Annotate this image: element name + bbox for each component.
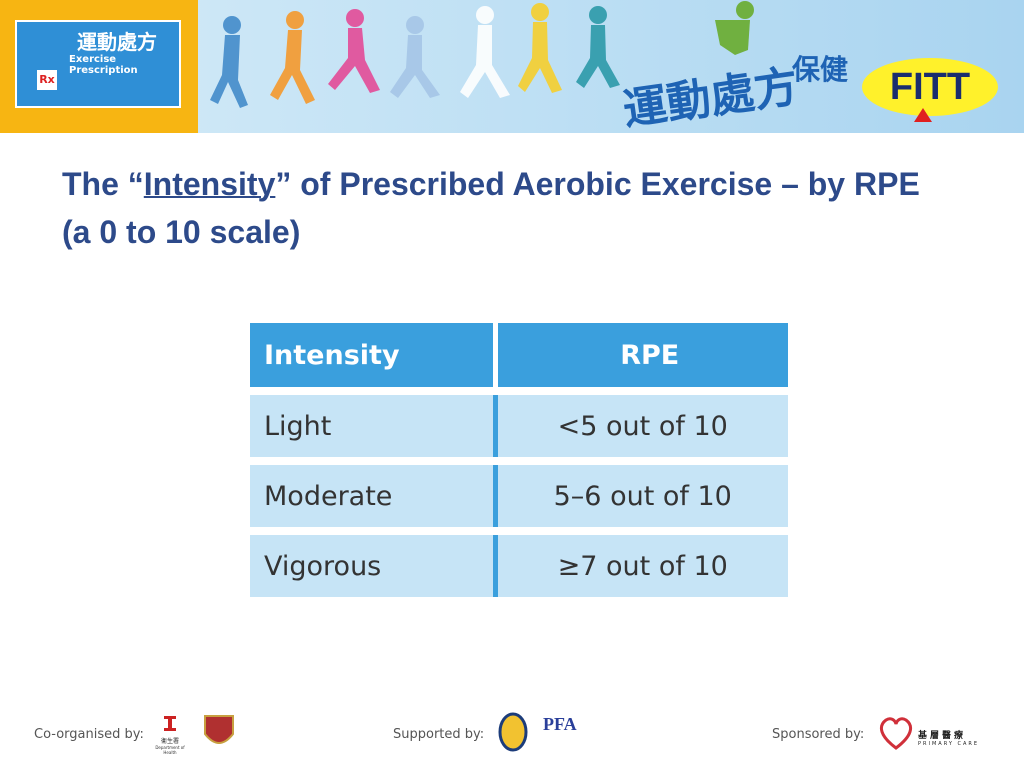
doh-logo: 衞生署 Department of Health <box>150 714 190 755</box>
co-organised-label: Co-organised by: <box>34 727 144 742</box>
doh-cn: 衞生署 <box>160 738 179 745</box>
pc-en: PRIMARY CARE <box>918 741 980 747</box>
table-row: Moderate 5–6 out of 10 <box>250 457 788 531</box>
logo: 運動處方 Exercise Prescription Rx <box>0 0 198 133</box>
column-header: Intensity <box>250 323 496 391</box>
badge-arrow <box>914 108 932 122</box>
table-body: Light <5 out of 10 Moderate 5–6 out of 10 Vi… <box>250 387 788 597</box>
doh-icon <box>164 716 176 731</box>
logo-rx: Rx <box>37 70 57 90</box>
logo-panel: 運動處方 Exercise Prescription Rx <box>15 20 181 108</box>
rpe-cell: 5–6 out of 10 <box>493 457 788 531</box>
doh-en: Department of Health <box>155 745 185 755</box>
intensity-cell: Moderate <box>250 457 496 531</box>
sponsored-label: Sponsored by: <box>772 727 865 742</box>
pfa-logo: PFA <box>543 714 577 734</box>
title-text: ” of Prescribed Aerobic Exercise – by RP… <box>62 166 920 250</box>
column-header: RPE <box>493 323 788 391</box>
rpe-cell: ≥7 out of 10 <box>493 527 788 597</box>
logo-subtitle: Exercise Prescription <box>69 54 138 76</box>
crest <box>204 715 234 744</box>
runner-art <box>210 1 754 108</box>
banner-subtitle: 保健 <box>792 53 849 86</box>
pc-cn: 基層醫療 <box>918 731 967 741</box>
slide-title: The “Intensity” of Prescribed Aerobic Ex… <box>62 160 942 256</box>
title-emphasis: Intensity <box>143 166 276 202</box>
supported-label: Supported by: <box>393 727 485 742</box>
rpe-cell: <5 out of 10 <box>493 387 788 461</box>
intensity-table: Intensity RPE Light <5 out of 10 Moderate 5… <box>250 323 788 597</box>
intensity-cell: Vigorous <box>250 527 496 597</box>
table-row: Light <5 out of 10 <box>250 387 788 461</box>
pc-logo: 基層醫療 PRIMARY CARE <box>918 728 979 747</box>
table-row: Vigorous ≥7 out of 10 <box>250 527 788 597</box>
org-emblem <box>498 712 528 752</box>
intensity-cell: Light <box>250 387 496 461</box>
fitt-badge: FITT <box>862 58 998 116</box>
title-text: The “ <box>62 166 144 202</box>
pc-heart <box>879 717 913 750</box>
header-row: Intensity RPE <box>250 323 788 391</box>
logo-title: 運動處方 <box>77 30 157 54</box>
